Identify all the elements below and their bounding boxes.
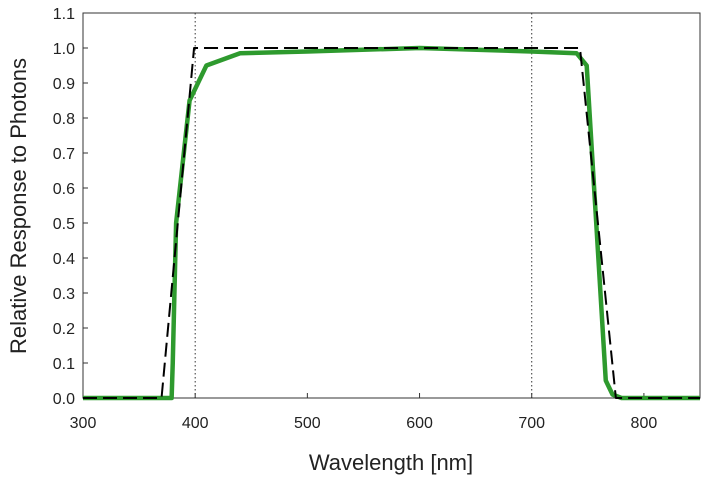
series-line <box>83 45 700 401</box>
y-tick-label: 0.1 <box>53 356 75 373</box>
y-tick-label: 1.1 <box>53 6 75 23</box>
x-tick-label: 500 <box>294 415 321 432</box>
y-tick-label: 0.0 <box>53 391 75 408</box>
x-axis-label: Wavelength [nm] <box>309 450 473 475</box>
x-tick-label: 700 <box>518 415 545 432</box>
x-tick-label: 300 <box>70 415 97 432</box>
y-tick-label: 0.2 <box>53 321 75 338</box>
y-axis-label: Relative Response to Photons <box>6 58 31 354</box>
y-tick-label: 0.4 <box>53 251 75 268</box>
y-tick-label: 0.3 <box>53 286 75 303</box>
plot-area <box>82 12 701 399</box>
y-tick-label: 0.6 <box>53 181 75 198</box>
series-line <box>83 47 700 399</box>
x-tick-label: 400 <box>182 415 209 432</box>
x-tick-label: 800 <box>631 415 658 432</box>
y-tick-label: 1.0 <box>53 41 75 58</box>
y-tick-label: 0.8 <box>53 111 75 128</box>
y-tick-label: 0.9 <box>53 76 75 93</box>
y-tick-label: 0.5 <box>53 216 75 233</box>
x-tick-label: 600 <box>406 415 433 432</box>
y-tick-label: 0.7 <box>53 146 75 163</box>
